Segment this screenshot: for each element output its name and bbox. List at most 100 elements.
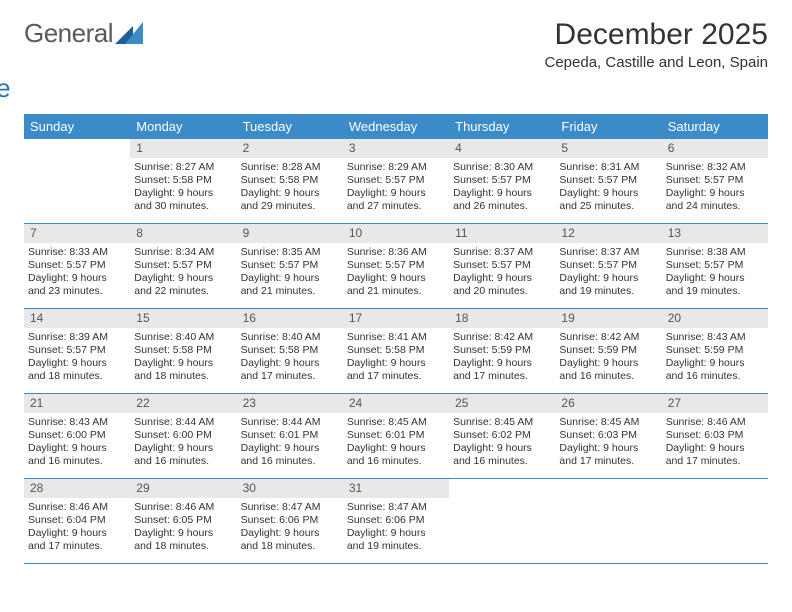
sunset-line: Sunset: 5:59 PM — [559, 344, 657, 357]
logo-text-general: General — [24, 18, 113, 49]
day-header-cell: Saturday — [662, 114, 768, 139]
sunrise-line: Sunrise: 8:30 AM — [453, 161, 551, 174]
sunrise-line: Sunrise: 8:36 AM — [347, 246, 445, 259]
day-body: Sunrise: 8:45 AMSunset: 6:02 PMDaylight:… — [449, 413, 555, 473]
calendar: SundayMondayTuesdayWednesdayThursdayFrid… — [24, 114, 768, 564]
day-number: 3 — [343, 139, 449, 158]
day-number: 21 — [24, 394, 130, 413]
sunset-line: Sunset: 5:59 PM — [453, 344, 551, 357]
sunrise-line: Sunrise: 8:41 AM — [347, 331, 445, 344]
day-body — [555, 498, 661, 505]
day-body: Sunrise: 8:43 AMSunset: 5:59 PMDaylight:… — [662, 328, 768, 388]
day-number: 22 — [130, 394, 236, 413]
day-cell: 8Sunrise: 8:34 AMSunset: 5:57 PMDaylight… — [130, 224, 236, 308]
sunrise-line: Sunrise: 8:28 AM — [241, 161, 339, 174]
day-body: Sunrise: 8:35 AMSunset: 5:57 PMDaylight:… — [237, 243, 343, 303]
day-body — [24, 158, 130, 165]
daylight-line: Daylight: 9 hours and 20 minutes. — [453, 272, 551, 298]
daylight-line: Daylight: 9 hours and 19 minutes. — [347, 527, 445, 553]
daylight-line: Daylight: 9 hours and 24 minutes. — [666, 187, 764, 213]
sunrise-line: Sunrise: 8:40 AM — [134, 331, 232, 344]
sunset-line: Sunset: 5:57 PM — [666, 174, 764, 187]
sunset-line: Sunset: 6:00 PM — [28, 429, 126, 442]
day-cell: 7Sunrise: 8:33 AMSunset: 5:57 PMDaylight… — [24, 224, 130, 308]
day-number: 14 — [24, 309, 130, 328]
day-body: Sunrise: 8:32 AMSunset: 5:57 PMDaylight:… — [662, 158, 768, 218]
day-number: 4 — [449, 139, 555, 158]
day-body: Sunrise: 8:47 AMSunset: 6:06 PMDaylight:… — [237, 498, 343, 558]
day-number: 12 — [555, 224, 661, 243]
day-cell: 3Sunrise: 8:29 AMSunset: 5:57 PMDaylight… — [343, 139, 449, 223]
sunrise-line: Sunrise: 8:38 AM — [666, 246, 764, 259]
title-block: December 2025 Cepeda, Castille and Leon,… — [545, 18, 769, 71]
day-body: Sunrise: 8:40 AMSunset: 5:58 PMDaylight:… — [130, 328, 236, 388]
day-number: 16 — [237, 309, 343, 328]
sunset-line: Sunset: 6:01 PM — [347, 429, 445, 442]
sunset-line: Sunset: 5:57 PM — [559, 259, 657, 272]
day-number: 24 — [343, 394, 449, 413]
day-body: Sunrise: 8:43 AMSunset: 6:00 PMDaylight:… — [24, 413, 130, 473]
sunset-line: Sunset: 6:00 PM — [134, 429, 232, 442]
sunset-line: Sunset: 6:06 PM — [347, 514, 445, 527]
sunset-line: Sunset: 5:57 PM — [241, 259, 339, 272]
sunset-line: Sunset: 5:58 PM — [241, 174, 339, 187]
daylight-line: Daylight: 9 hours and 18 minutes. — [134, 357, 232, 383]
day-header-cell: Monday — [130, 114, 236, 139]
day-number: 19 — [555, 309, 661, 328]
day-body: Sunrise: 8:41 AMSunset: 5:58 PMDaylight:… — [343, 328, 449, 388]
sunset-line: Sunset: 5:57 PM — [134, 259, 232, 272]
sunrise-line: Sunrise: 8:34 AM — [134, 246, 232, 259]
day-cell: 30Sunrise: 8:47 AMSunset: 6:06 PMDayligh… — [237, 479, 343, 563]
day-number: 10 — [343, 224, 449, 243]
day-cell: 16Sunrise: 8:40 AMSunset: 5:58 PMDayligh… — [237, 309, 343, 393]
day-cell: 6Sunrise: 8:32 AMSunset: 5:57 PMDaylight… — [662, 139, 768, 223]
day-header-cell: Friday — [555, 114, 661, 139]
day-cell: 4Sunrise: 8:30 AMSunset: 5:57 PMDaylight… — [449, 139, 555, 223]
day-body: Sunrise: 8:28 AMSunset: 5:58 PMDaylight:… — [237, 158, 343, 218]
sunrise-line: Sunrise: 8:45 AM — [559, 416, 657, 429]
day-body: Sunrise: 8:46 AMSunset: 6:03 PMDaylight:… — [662, 413, 768, 473]
day-cell: 18Sunrise: 8:42 AMSunset: 5:59 PMDayligh… — [449, 309, 555, 393]
weeks-container: .1Sunrise: 8:27 AMSunset: 5:58 PMDayligh… — [24, 139, 768, 564]
day-header-cell: Wednesday — [343, 114, 449, 139]
header: General Blue December 2025 Cepeda, Casti… — [24, 18, 768, 104]
daylight-line: Daylight: 9 hours and 21 minutes. — [241, 272, 339, 298]
sunrise-line: Sunrise: 8:42 AM — [559, 331, 657, 344]
sunset-line: Sunset: 5:59 PM — [666, 344, 764, 357]
day-cell: 31Sunrise: 8:47 AMSunset: 6:06 PMDayligh… — [343, 479, 449, 563]
daylight-line: Daylight: 9 hours and 17 minutes. — [453, 357, 551, 383]
day-body: Sunrise: 8:44 AMSunset: 6:01 PMDaylight:… — [237, 413, 343, 473]
day-number: 15 — [130, 309, 236, 328]
day-body: Sunrise: 8:39 AMSunset: 5:57 PMDaylight:… — [24, 328, 130, 388]
day-cell: 2Sunrise: 8:28 AMSunset: 5:58 PMDaylight… — [237, 139, 343, 223]
day-cell: 9Sunrise: 8:35 AMSunset: 5:57 PMDaylight… — [237, 224, 343, 308]
day-body: Sunrise: 8:45 AMSunset: 6:03 PMDaylight:… — [555, 413, 661, 473]
day-body: Sunrise: 8:33 AMSunset: 5:57 PMDaylight:… — [24, 243, 130, 303]
daylight-line: Daylight: 9 hours and 22 minutes. — [134, 272, 232, 298]
day-body: Sunrise: 8:37 AMSunset: 5:57 PMDaylight:… — [449, 243, 555, 303]
daylight-line: Daylight: 9 hours and 16 minutes. — [347, 442, 445, 468]
day-header-cell: Thursday — [449, 114, 555, 139]
daylight-line: Daylight: 9 hours and 19 minutes. — [666, 272, 764, 298]
day-number: 7 — [24, 224, 130, 243]
day-number: 2 — [237, 139, 343, 158]
sunrise-line: Sunrise: 8:29 AM — [347, 161, 445, 174]
day-header-cell: Sunday — [24, 114, 130, 139]
day-body: Sunrise: 8:46 AMSunset: 6:05 PMDaylight:… — [130, 498, 236, 558]
daylight-line: Daylight: 9 hours and 23 minutes. — [28, 272, 126, 298]
daylight-line: Daylight: 9 hours and 19 minutes. — [559, 272, 657, 298]
sunrise-line: Sunrise: 8:27 AM — [134, 161, 232, 174]
logo-triangle-icon — [115, 22, 143, 49]
day-cell: 5Sunrise: 8:31 AMSunset: 5:57 PMDaylight… — [555, 139, 661, 223]
sunset-line: Sunset: 5:57 PM — [453, 259, 551, 272]
daylight-line: Daylight: 9 hours and 17 minutes. — [28, 527, 126, 553]
day-number: 27 — [662, 394, 768, 413]
month-title: December 2025 — [545, 18, 769, 52]
day-body: Sunrise: 8:29 AMSunset: 5:57 PMDaylight:… — [343, 158, 449, 218]
day-header-cell: Tuesday — [237, 114, 343, 139]
daylight-line: Daylight: 9 hours and 18 minutes. — [134, 527, 232, 553]
daylight-line: Daylight: 9 hours and 29 minutes. — [241, 187, 339, 213]
sunrise-line: Sunrise: 8:44 AM — [241, 416, 339, 429]
day-number: 9 — [237, 224, 343, 243]
daylight-line: Daylight: 9 hours and 16 minutes. — [666, 357, 764, 383]
